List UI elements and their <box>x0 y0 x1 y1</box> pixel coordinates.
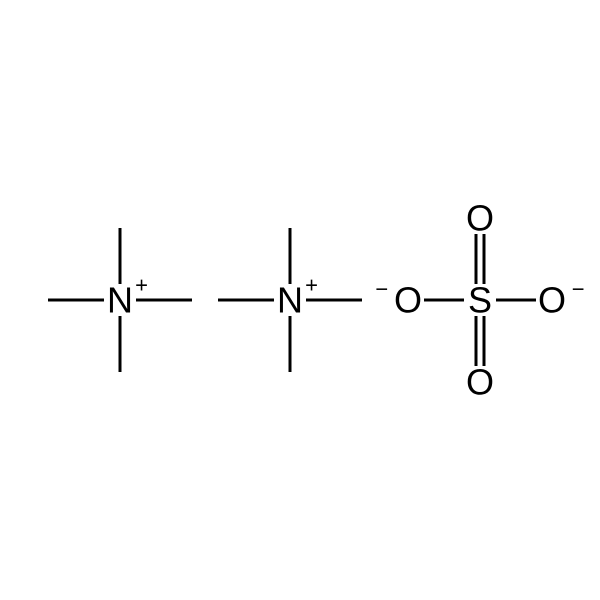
atom-label: O <box>394 280 422 321</box>
atom-label: O <box>466 362 494 403</box>
charge-label: − <box>375 277 388 302</box>
atom-label: O <box>466 198 494 239</box>
molecule-diagram: N+N+SOOO−O− <box>0 0 600 600</box>
atom-label: N <box>107 280 133 321</box>
atom-label: N <box>277 280 303 321</box>
charge-label: + <box>305 272 318 297</box>
charge-label: + <box>135 272 148 297</box>
charge-label: − <box>572 277 585 302</box>
atom-label: S <box>468 280 492 321</box>
atom-label: O <box>538 280 566 321</box>
